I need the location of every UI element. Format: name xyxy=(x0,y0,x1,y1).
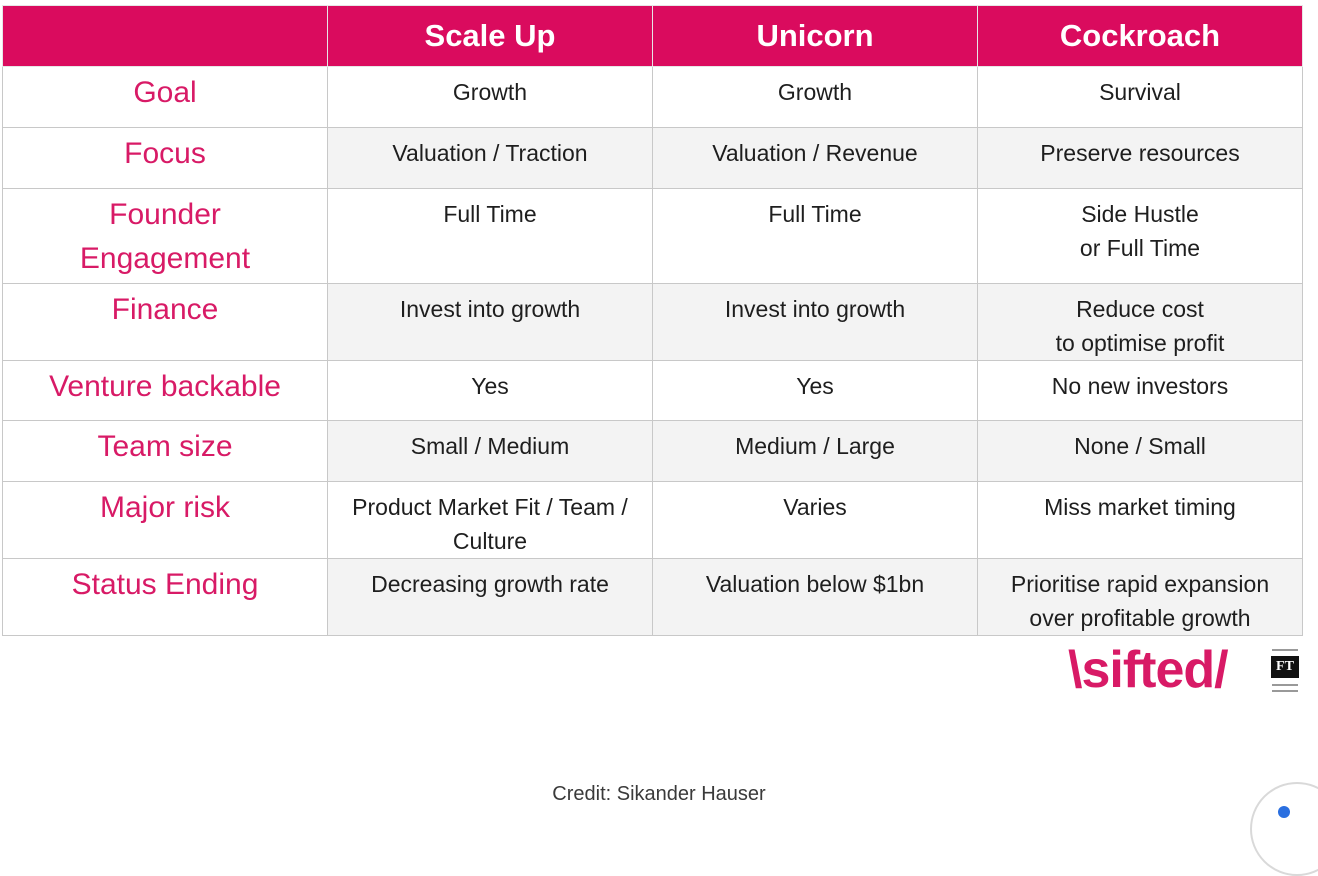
comparison-table: Scale Up Unicorn Cockroach Goal Growth G… xyxy=(2,5,1303,636)
table-row-status-ending: Status Ending Decreasing growth rate Val… xyxy=(2,558,1303,636)
table-cell: Survival xyxy=(977,66,1303,128)
row-label: Finance xyxy=(2,283,328,361)
table-row-founder-engagement: Founder Engagement Full Time Full Time S… xyxy=(2,188,1303,284)
ft-badge-line xyxy=(1272,690,1298,692)
table-cell: Prioritise rapid expansion over profitab… xyxy=(977,558,1303,636)
table-cell: Valuation / Traction xyxy=(327,127,653,189)
table-cell: Full Time xyxy=(327,188,653,284)
ft-badge-line xyxy=(1272,684,1298,686)
row-label: Team size xyxy=(2,420,328,482)
sifted-logo: \sifted/ xyxy=(1068,640,1304,700)
header-cockroach: Cockroach xyxy=(977,5,1303,67)
ft-badge: FT xyxy=(1268,646,1302,698)
table-row-venture-backable: Venture backable Yes Yes No new investor… xyxy=(2,360,1303,421)
image-credit: Credit: Sikander Hauser xyxy=(552,783,766,805)
table-cell: Small / Medium xyxy=(327,420,653,482)
header-corner xyxy=(2,5,328,67)
table-cell: Product Market Fit / Team / Culture xyxy=(327,481,653,559)
table-cell: Reduce cost to optimise profit xyxy=(977,283,1303,361)
table-cell: Full Time xyxy=(652,188,978,284)
row-label: Goal xyxy=(2,66,328,128)
table-cell: Decreasing growth rate xyxy=(327,558,653,636)
table-row-finance: Finance Invest into growth Invest into g… xyxy=(2,283,1303,361)
table-cell: No new investors xyxy=(977,360,1303,421)
table-cell: Valuation below $1bn xyxy=(652,558,978,636)
row-label: Founder Engagement xyxy=(2,188,328,284)
table-row-major-risk: Major risk Product Market Fit / Team / C… xyxy=(2,481,1303,559)
ft-badge-line xyxy=(1272,649,1298,651)
header-row: Scale Up Unicorn Cockroach xyxy=(2,5,1303,67)
table-cell: Varies xyxy=(652,481,978,559)
assistant-icon[interactable] xyxy=(1278,806,1290,818)
table-row-focus: Focus Valuation / Traction Valuation / R… xyxy=(2,127,1303,189)
table-cell: Growth xyxy=(327,66,653,128)
row-label: Major risk xyxy=(2,481,328,559)
table-cell: Side Hustle or Full Time xyxy=(977,188,1303,284)
table-row-goal: Goal Growth Growth Survival xyxy=(2,66,1303,128)
table-cell: Medium / Large xyxy=(652,420,978,482)
sifted-logo-text: \sifted/ xyxy=(1068,641,1229,699)
header-unicorn: Unicorn xyxy=(652,5,978,67)
table-cell: Valuation / Revenue xyxy=(652,127,978,189)
row-label: Venture backable xyxy=(2,360,328,421)
table-cell: Invest into growth xyxy=(327,283,653,361)
table-row-team-size: Team size Small / Medium Medium / Large … xyxy=(2,420,1303,482)
table-cell: Miss market timing xyxy=(977,481,1303,559)
header-scale-up: Scale Up xyxy=(327,5,653,67)
table-cell: Growth xyxy=(652,66,978,128)
table-cell: Yes xyxy=(327,360,653,421)
table-cell: Yes xyxy=(652,360,978,421)
table-cell: Preserve resources xyxy=(977,127,1303,189)
row-label: Focus xyxy=(2,127,328,189)
ft-logo-icon: FT xyxy=(1271,656,1299,678)
table-cell: Invest into growth xyxy=(652,283,978,361)
row-label: Status Ending xyxy=(2,558,328,636)
table-cell: None / Small xyxy=(977,420,1303,482)
